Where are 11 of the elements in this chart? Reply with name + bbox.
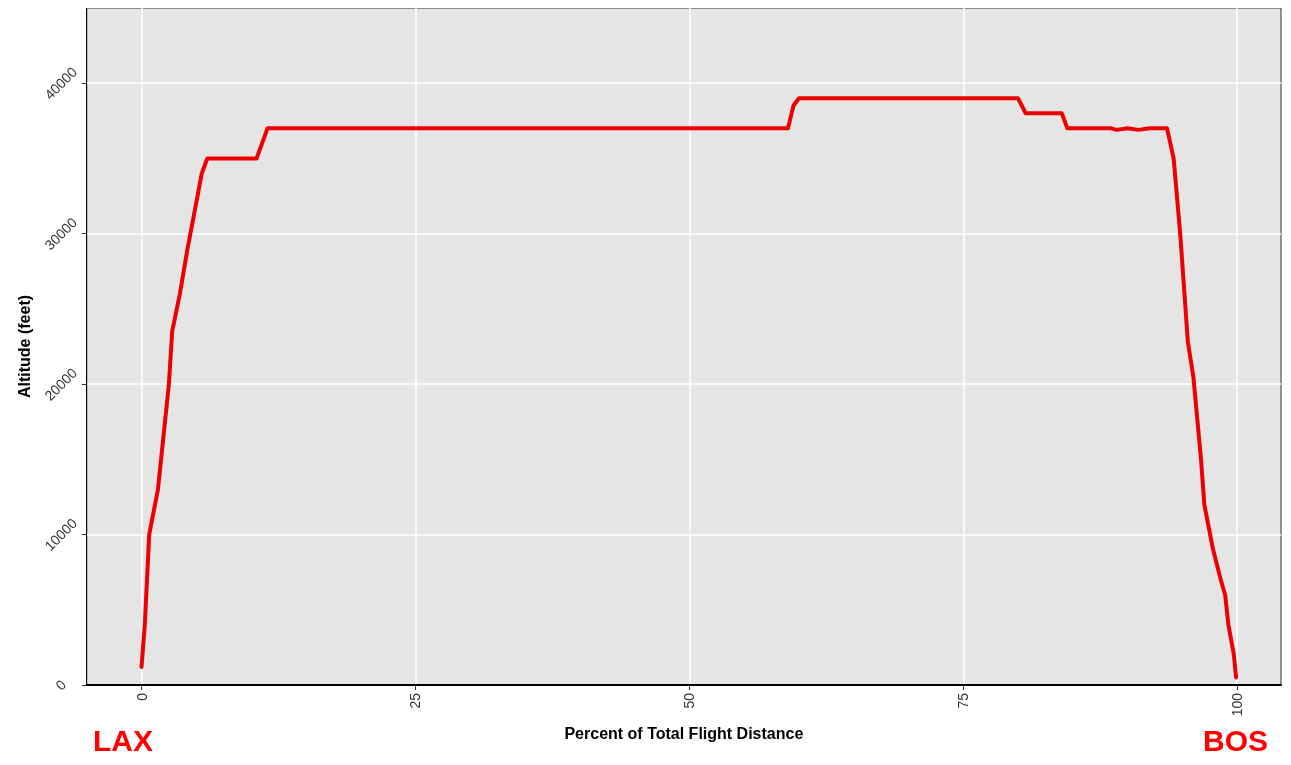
y-axis-title: Altitude (feet): [15, 294, 33, 399]
x-tick-label: 50: [681, 692, 698, 709]
x-axis-title: Percent of Total Flight Distance: [564, 724, 804, 742]
text: BOS: [1202, 723, 1269, 757]
x-tick-label: 0: [133, 692, 150, 701]
x-tick-label: 100: [1229, 692, 1246, 717]
text: LAX: [93, 723, 153, 757]
x-tick-label: 25: [407, 692, 424, 709]
x-tick-label: 75: [955, 692, 972, 709]
y-tick-label: 0: [52, 676, 70, 694]
line-series: [139, 96, 1239, 680]
